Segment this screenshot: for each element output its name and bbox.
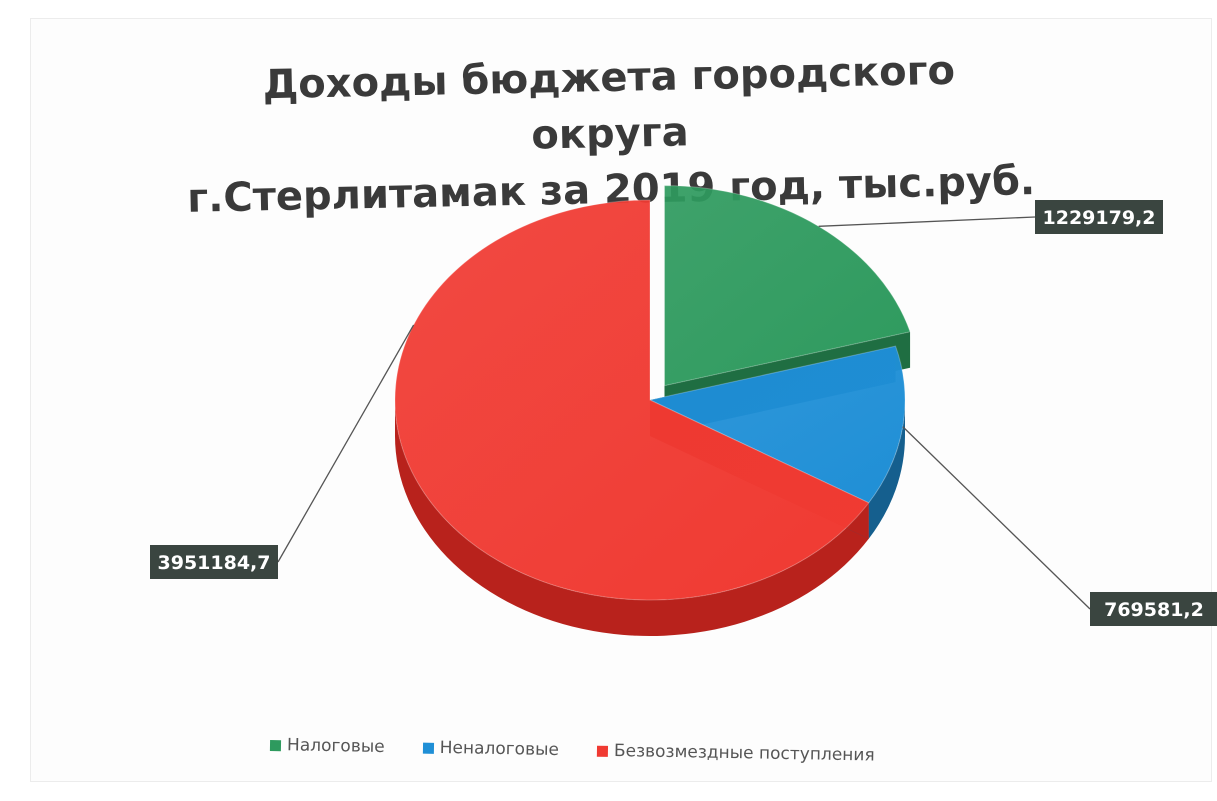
legend-item-nontax: Неналоговые	[422, 737, 560, 761]
pie-slice-tax	[664, 185, 911, 387]
data-label-gratuitous: 3951184,7	[158, 552, 271, 574]
data-label-box-gratuitous	[150, 545, 278, 579]
legend-label-tax: Налоговые	[286, 735, 385, 758]
leader-line-tax	[818, 216, 1036, 227]
pie-slice-gratuitous	[394, 199, 870, 601]
data-label-box-nontax	[1090, 592, 1217, 626]
pie-slice-side-gratuitous	[395, 400, 869, 637]
leader-line-gratuitous	[277, 324, 415, 563]
data-label-tax: 1229179,2	[1043, 207, 1156, 229]
leader-line-nontax	[902, 426, 1091, 610]
pie-slice-side-nontax	[868, 400, 905, 539]
legend-swatch-gratuitous	[596, 745, 609, 757]
data-label-nontax: 769581,2	[1104, 599, 1204, 621]
legend-item-tax: Налоговые	[269, 735, 385, 758]
data-label-box-tax	[1035, 200, 1163, 234]
legend-swatch-nontax	[422, 742, 434, 754]
legend-label-nontax: Неналоговые	[439, 737, 560, 761]
legend-swatch-tax	[269, 739, 282, 751]
